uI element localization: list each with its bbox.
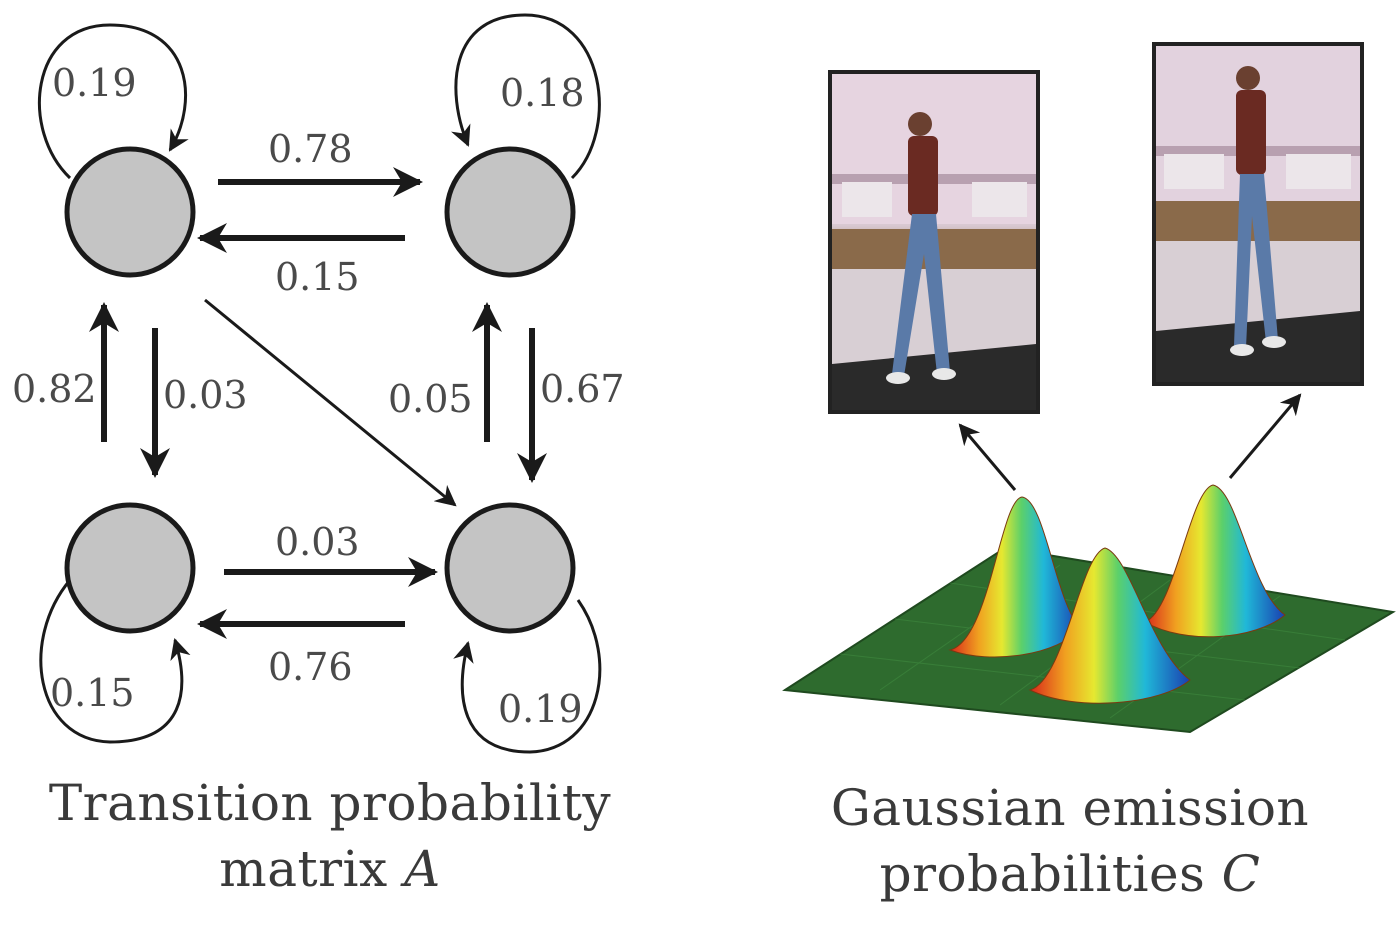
label-s1-to-s2: 0.78 (268, 127, 353, 171)
arrow-peak1-to-photo1 (958, 423, 1017, 491)
self-loop-s4 (453, 599, 602, 754)
caption-right-variable: C (1221, 845, 1261, 903)
caption-transition-matrix: Transition probability matrix A (10, 770, 650, 902)
caption-right-line2: probabilities C (760, 841, 1380, 907)
label-s3-to-s1: 0.82 (12, 367, 97, 411)
caption-left-text: matrix (219, 840, 388, 898)
arrow-peak3-to-photo2 (1228, 393, 1302, 479)
label-s1-to-s3: 0.03 (163, 373, 248, 417)
label-s4-to-s2: 0.05 (388, 377, 473, 421)
label-s2-self: 0.18 (500, 71, 585, 115)
caption-left-variable: A (404, 840, 441, 898)
caption-gaussian-emission: Gaussian emission probabilities C (760, 775, 1380, 907)
label-s3-to-s4: 0.03 (275, 520, 360, 564)
arrow-s1-to-s4 (204, 298, 457, 507)
state-node-4 (444, 502, 576, 634)
gaussian-peak-1 (948, 496, 1081, 658)
self-loop-s3 (39, 579, 191, 744)
label-s3-self: 0.15 (50, 671, 135, 715)
label-s4-self: 0.19 (498, 687, 583, 731)
caption-left-line1: Transition probability (48, 774, 612, 832)
label-s2-to-s4: 0.67 (540, 367, 625, 411)
state-node-2 (444, 146, 576, 278)
label-s2-to-s1: 0.15 (275, 255, 360, 299)
transition-diagram: 0.19 0.18 0.78 0.15 0.82 0.03 0.05 0.67 … (12, 13, 625, 754)
caption-right-text: probabilities (879, 845, 1206, 903)
gaussian-peak-3 (1143, 484, 1286, 638)
gaussian-peak-2 (1028, 547, 1191, 704)
walking-person-photo-1 (828, 70, 1040, 414)
state-node-3 (64, 502, 196, 634)
caption-left-line2: matrix A (10, 836, 650, 902)
walking-person-photo-2 (1152, 42, 1364, 386)
caption-right-line1: Gaussian emission (830, 779, 1310, 837)
state-node-1 (64, 146, 196, 278)
self-loop-s2 (451, 13, 601, 180)
label-s1-self: 0.19 (52, 61, 137, 105)
gaussian-surface (782, 393, 1396, 734)
label-s4-to-s3: 0.76 (268, 645, 353, 689)
self-loop-s1 (38, 23, 189, 180)
